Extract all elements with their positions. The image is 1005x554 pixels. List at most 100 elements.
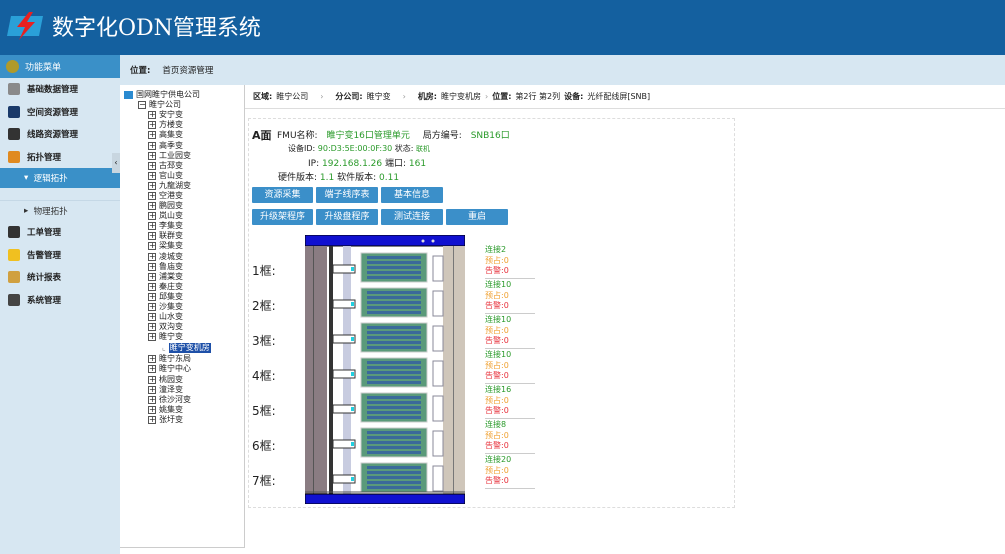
sidebar-item[interactable]: 工单管理 — [0, 221, 120, 244]
tree-node[interactable]: + 邱集变 — [124, 292, 244, 302]
sidebar-item-label: 告警管理 — [27, 250, 62, 261]
sidebar-item[interactable]: 空间资源管理 — [0, 101, 120, 124]
tree-label: 双沟变 — [159, 322, 183, 332]
tree-label: 沙集变 — [159, 302, 183, 312]
crumb-value[interactable]: 睢宁变机房 — [441, 91, 482, 101]
tree-node[interactable]: + 山水变 — [124, 312, 244, 322]
collect-button[interactable]: 资源采集 — [252, 187, 313, 203]
tree-node[interactable]: + 工业园变 — [124, 151, 244, 161]
sidebar-item[interactable]: 系统管理 — [0, 289, 120, 312]
frame-status[interactable]: 连接16 预占:0 告警:0 — [485, 385, 535, 419]
tree-node[interactable]: + 鲁庙变 — [124, 262, 244, 272]
tree-node[interactable]: + 九龍湖变 — [124, 181, 244, 191]
fiber-frame — [332, 357, 444, 388]
upgrade-rack-button[interactable]: 升级架程序 — [252, 209, 313, 225]
chevron-right-icon: › — [320, 91, 324, 101]
tree-node[interactable]: + 高季变 — [124, 140, 244, 150]
sidebar-item[interactable]: 基础数据管理 — [0, 78, 120, 101]
tree-node[interactable]: + 联群变 — [124, 231, 244, 241]
tree-node[interactable]: + 高集变 — [124, 130, 244, 140]
tree-label: 李集变 — [159, 221, 183, 231]
sidebar-item[interactable]: 告警管理 — [0, 244, 120, 267]
tree-node-selected[interactable]: ⌞ 睢宁变机房 — [124, 342, 244, 354]
report-icon — [8, 271, 20, 284]
tree-node[interactable]: − 睢宁公司 — [124, 100, 244, 110]
reserve-count: 预占:0 — [485, 325, 509, 335]
terminal-sequence-button[interactable]: 端子线序表 — [316, 187, 378, 203]
tree-label: 张圩变 — [159, 414, 183, 424]
tree-label: 秦庄变 — [159, 281, 183, 291]
tree-node[interactable]: + 双沟变 — [124, 322, 244, 332]
collapse-sidebar-button[interactable]: ‹ — [112, 153, 120, 173]
expand-icon: + — [148, 404, 156, 414]
sidebar-item-physical-topology[interactable]: ▸ 物理拓扑 — [24, 206, 68, 217]
connect-count: 连接16 — [485, 385, 512, 394]
menu-header[interactable]: 功能菜单 — [0, 55, 120, 78]
tree-node[interactable]: + 李集变 — [124, 221, 244, 231]
tree-node[interactable]: + 方楼变 — [124, 120, 244, 130]
tree-node[interactable]: + 空港变 — [124, 191, 244, 201]
expand-icon: + — [148, 120, 156, 130]
frame-status[interactable]: 连接8 预占:0 告警:0 — [485, 420, 535, 454]
test-connection-button[interactable]: 测试连接 — [381, 209, 443, 225]
port-label: 端口: — [385, 159, 407, 169]
expand-icon: + — [148, 110, 156, 120]
upgrade-disk-button[interactable]: 升级盘程序 — [316, 209, 378, 225]
tools-icon — [8, 293, 20, 306]
tree-label: 方楼变 — [159, 120, 183, 130]
frame-status[interactable]: 连接10 预占:0 告警:0 — [485, 350, 535, 384]
tree-node[interactable]: + 岚山变 — [124, 211, 244, 221]
sidebar-item-logical-topology[interactable]: ▾ 逻辑拓扑 — [0, 168, 120, 188]
tree-node[interactable]: + 安宁变 — [124, 110, 244, 120]
tree-node[interactable]: + 梁集变 — [124, 241, 244, 251]
expand-icon: + — [148, 261, 156, 271]
basic-info-button[interactable]: 基本信息 — [381, 187, 443, 203]
tree-label: 凌城变 — [159, 251, 183, 261]
tree-label: 安宁变 — [159, 110, 183, 120]
ip-label: IP: — [308, 159, 320, 169]
tree-root[interactable]: 国网睢宁供电公司 — [124, 90, 244, 100]
location-value: 首页资源管理 — [162, 66, 214, 76]
crumb-value[interactable]: 光纤配线屏[SNB] — [587, 91, 651, 101]
frame-status[interactable]: 连接20 预占:0 告警:0 — [485, 455, 535, 489]
tree-node[interactable]: + 秦庄变 — [124, 282, 244, 292]
face-label: A面 — [252, 129, 272, 142]
tree-node[interactable]: + 鹏园变 — [124, 201, 244, 211]
tree-node[interactable]: + 徐沙河变 — [124, 395, 244, 405]
crumb-value[interactable]: 睢宁变 — [366, 91, 391, 101]
restart-button[interactable]: 重启 — [446, 209, 508, 225]
tree-node[interactable]: + 睢宁中心 — [124, 364, 244, 374]
sidebar-item[interactable]: 统计报表 — [0, 266, 120, 289]
id-label: 设备ID: — [288, 144, 316, 153]
tree-label: 高季变 — [159, 140, 183, 150]
reserve-count: 预占:0 — [485, 465, 509, 475]
tree-node[interactable]: + 姚集变 — [124, 405, 244, 415]
menu-icon — [6, 60, 19, 73]
crumb-key: 区域: — [253, 91, 273, 101]
tree-node[interactable]: + 古邳变 — [124, 161, 244, 171]
tree-node[interactable]: + 官山变 — [124, 171, 244, 181]
tree-node[interactable]: + 沙集变 — [124, 302, 244, 312]
sidebar-item[interactable]: 线路资源管理 — [0, 123, 120, 146]
sidebar-item-label: 基础数据管理 — [27, 85, 79, 96]
reserve-count: 预占:0 — [485, 395, 509, 405]
tree-label: 高集变 — [159, 130, 183, 140]
frame-status[interactable]: 连接10 预占:0 告警:0 — [485, 280, 535, 314]
sidebar-item[interactable]: 拓扑管理 — [0, 146, 120, 169]
tree-label: 姚集变 — [159, 404, 183, 414]
tree-node[interactable]: + 睢宁东局 — [124, 354, 244, 364]
tree-node[interactable]: + 潼泽变 — [124, 385, 244, 395]
frame-status[interactable]: 连接2 预占:0 告警:0 — [485, 245, 535, 279]
crumb-value[interactable]: 睢宁公司 — [276, 91, 309, 101]
tree-node[interactable]: + 张圩变 — [124, 415, 244, 425]
tree-node[interactable]: + 桃园变 — [124, 375, 244, 385]
calculator-icon — [8, 83, 20, 96]
tree-node[interactable]: + 睢宁变 — [124, 332, 244, 342]
fiber-frame — [332, 322, 444, 353]
expand-icon: + — [148, 271, 156, 281]
tree-node[interactable]: + 浦棠变 — [124, 272, 244, 282]
crumb-value[interactable]: 第2行 第2列 — [515, 91, 561, 101]
frame-status[interactable]: 连接10 预占:0 告警:0 — [485, 315, 535, 349]
alarm-count: 告警:0 — [485, 301, 509, 310]
tree-node[interactable]: + 凌城变 — [124, 252, 244, 262]
